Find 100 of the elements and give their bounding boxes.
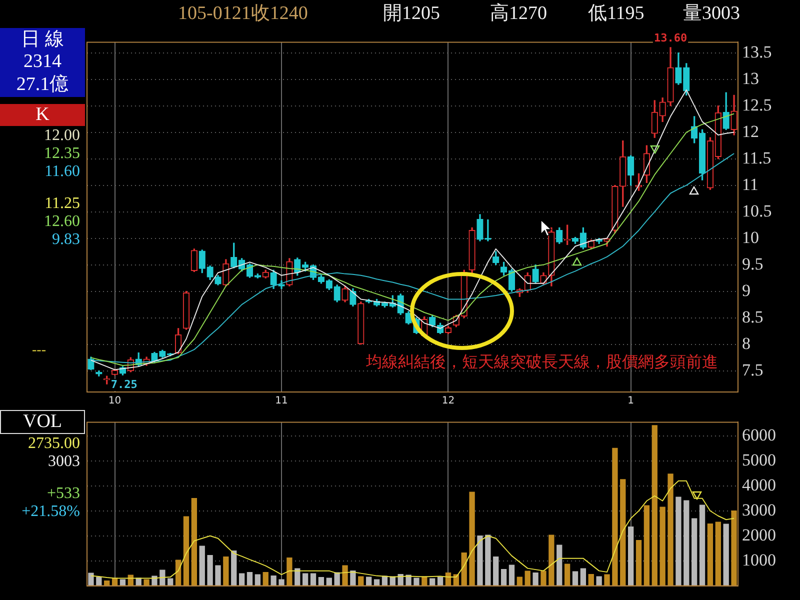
annotation: 均線糾結後，短天線突破長天線，股價網多頭前進 [366, 354, 718, 371]
x-tick-label: 11 [275, 396, 288, 407]
bar [612, 448, 618, 586]
bar [120, 579, 126, 586]
bar [104, 580, 110, 586]
bar [318, 576, 324, 586]
text: 12.60 [44, 213, 80, 230]
bar [580, 568, 586, 586]
bar [223, 556, 229, 586]
bar [461, 552, 467, 586]
bar [485, 534, 491, 586]
bar [652, 425, 658, 586]
y-tick-label: 11.5 [742, 148, 772, 168]
text: 低1195 [588, 3, 644, 24]
bar [532, 572, 538, 586]
text: 開1205 [383, 3, 440, 24]
text: 11.25 [44, 195, 80, 212]
text: +533 [46, 485, 80, 502]
bar [215, 565, 221, 586]
text: 日 線 [0, 28, 85, 51]
y-tick-label: 6000 [742, 425, 776, 444]
bar [358, 576, 364, 586]
bar [270, 575, 276, 586]
y-tick-label: 12 [742, 122, 759, 141]
y-tick-label: 8.5 [742, 307, 764, 326]
annotation: 7.25 [110, 378, 138, 391]
annotation: 13.60 [654, 31, 688, 44]
y-tick-label: 9 [742, 280, 750, 300]
bar [596, 576, 602, 586]
y-tick-label: 8 [742, 334, 750, 353]
bar [731, 510, 737, 586]
bar [540, 570, 546, 586]
bar [564, 564, 570, 586]
bar [302, 573, 308, 586]
text: 11.60 [44, 163, 80, 180]
bar [231, 550, 237, 586]
bar [96, 576, 102, 586]
bar [556, 544, 562, 586]
bar [168, 578, 174, 586]
bar [326, 578, 332, 586]
bar [246, 572, 253, 586]
x-tick-label: 12 [442, 396, 455, 407]
bar [692, 518, 698, 586]
bar [699, 504, 706, 586]
bar [414, 578, 420, 586]
bar [144, 579, 150, 586]
bar [588, 574, 594, 586]
bar [676, 496, 682, 586]
bar [238, 573, 245, 586]
x-tick-label: 10 [108, 396, 122, 407]
bar [430, 578, 436, 586]
bar [207, 555, 213, 586]
bar [604, 574, 610, 586]
bar [469, 492, 475, 586]
bar [350, 570, 356, 586]
bar [628, 526, 634, 586]
bar [366, 576, 372, 586]
y-tick-label: 12.5 [742, 95, 772, 114]
y-tick-label: 7.5 [742, 360, 764, 380]
text: K [0, 104, 85, 126]
bar [707, 524, 714, 586]
text: 27.1億 [0, 73, 85, 97]
y-tick-label: 4000 [742, 475, 776, 494]
text: 3003 [48, 453, 80, 470]
bar [524, 570, 530, 586]
bar [406, 574, 412, 586]
bar [199, 546, 205, 586]
y-tick-label: 2000 [742, 525, 776, 544]
bar [334, 572, 340, 586]
bar [636, 540, 642, 586]
bar [374, 579, 380, 586]
bar [278, 579, 284, 586]
y-tick-label: 13 [742, 68, 759, 88]
text: 量3003 [683, 3, 740, 24]
bar [310, 573, 316, 586]
y-tick-label: 11 [742, 174, 758, 194]
text: +21.58% [22, 503, 80, 520]
y-tick-label: 9.5 [742, 254, 764, 274]
y-tick-label: 10 [742, 228, 759, 247]
text: 9.83 [52, 231, 80, 248]
bar [516, 576, 523, 586]
bar [723, 524, 729, 586]
bar [160, 570, 166, 586]
text: VOL [0, 410, 85, 434]
bar [500, 568, 507, 586]
bar [294, 568, 300, 586]
bar [175, 560, 182, 586]
bar [572, 571, 578, 586]
y-tick-label: 5000 [742, 450, 776, 470]
bar [183, 516, 190, 586]
text: 2735.00 [28, 435, 80, 452]
bar [660, 506, 666, 586]
bar [437, 576, 444, 586]
bar [493, 556, 499, 586]
bar [286, 557, 292, 586]
text: 12.00 [44, 127, 80, 144]
bar [644, 505, 650, 586]
text: 12.35 [44, 145, 80, 162]
y-tick-label: 1000 [742, 550, 776, 570]
bar [88, 572, 94, 586]
